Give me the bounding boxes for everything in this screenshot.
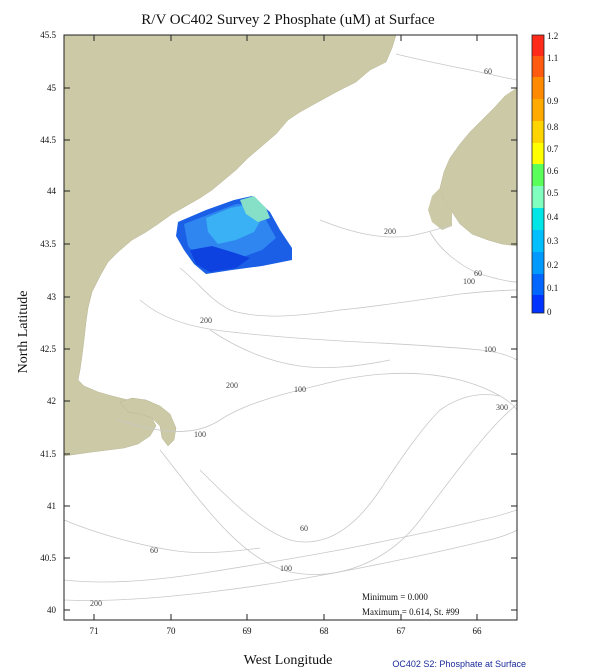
- colorbar-swatch: [532, 56, 544, 77]
- x-tick-label: 71: [90, 626, 99, 636]
- colorbar-label: 1: [547, 74, 552, 84]
- colorbar-label: 0.8: [547, 122, 559, 132]
- colorbar-swatch: [532, 143, 544, 164]
- y-tick-label: 43: [47, 292, 57, 302]
- stat-minimum: Minimum = 0.000: [362, 592, 428, 602]
- contour-label: 100: [294, 385, 306, 394]
- colorbar-label: 1.2: [547, 31, 558, 41]
- colorbar-label: 0.1: [547, 283, 558, 293]
- colorbar-label: 0: [547, 307, 552, 317]
- contour-label: 60: [150, 546, 158, 555]
- contour-200-gulf: [139, 299, 518, 361]
- colorbar-label: 1.1: [547, 53, 558, 63]
- y-tick-label: 42: [47, 396, 56, 406]
- y-axis-label: North Latitude: [16, 291, 31, 374]
- colorbar-swatch: [532, 99, 544, 121]
- colorbar-swatch: [532, 164, 544, 186]
- contour-label: 200: [200, 316, 212, 325]
- colorbar-swatch: [532, 230, 544, 252]
- contour-shelf-60: [63, 519, 261, 554]
- y-tick-label: 45.5: [40, 30, 56, 40]
- contour-100-outer: [117, 372, 518, 432]
- x-tick-label: 68: [320, 626, 330, 636]
- contour-label: 100: [484, 345, 496, 354]
- y-tick-label: 40.5: [40, 553, 56, 563]
- contour-scotian: [429, 231, 518, 283]
- colorbar-swatch: [532, 186, 544, 208]
- x-tick-marks: [93, 35, 478, 620]
- land-nova-scotia-tip: [428, 188, 452, 230]
- contour-shelf-100: [63, 509, 518, 583]
- contour-label-group: 60 200 60 100 200 100 200 100 300 100 60…: [90, 67, 508, 608]
- colorbar-label: 0.5: [547, 188, 559, 198]
- colorbar-swatch: [532, 121, 544, 143]
- colorbar-swatch: [532, 208, 544, 230]
- colorbar-swatch: [532, 35, 544, 56]
- colorbar-swatch: [532, 295, 544, 313]
- contour-100-coast: [179, 267, 518, 317]
- map-frame: [63, 34, 518, 621]
- colorbar-label: 0.3: [547, 236, 559, 246]
- contour-georges-outer: [159, 403, 518, 575]
- land-cape-cod: [119, 397, 177, 447]
- contour-label: 200: [90, 599, 102, 608]
- contour-shelf-200: [63, 529, 518, 601]
- y-tick-marks: [64, 34, 517, 611]
- y-tick-label: 44: [47, 186, 57, 196]
- contour-wilkinson: [209, 329, 391, 369]
- contour-label: 60: [484, 67, 492, 76]
- colorbar-swatch: [532, 274, 544, 295]
- stat-maximum: Maximum = 0.614, St. #99: [362, 607, 460, 617]
- contour-label: 60: [300, 524, 308, 533]
- map-title: R/V OC402 Survey 2 Phosphate (uM) at Sur…: [141, 12, 435, 28]
- x-axis-label: West Longitude: [244, 653, 333, 668]
- y-tick-label: 41.5: [40, 449, 56, 459]
- x-tick-label: 66: [473, 626, 483, 636]
- y-tick-label: 42.5: [40, 344, 56, 354]
- contour-60-north: [395, 53, 518, 81]
- footer-caption: OC402 S2: Phosphate at Surface: [392, 659, 526, 669]
- colorbar-frame: [531, 34, 545, 314]
- y-tick-label: 40: [47, 605, 57, 615]
- y-tick-label: 43.5: [40, 239, 56, 249]
- x-tick-label: 70: [167, 626, 177, 636]
- contour-label: 200: [226, 381, 238, 390]
- x-tick-label: 69: [243, 626, 253, 636]
- contour-label: 200: [384, 227, 396, 236]
- phosphate-patch-high: [240, 196, 270, 222]
- colorbar-label: 0.7: [547, 144, 559, 154]
- colorbar: 1.2 1.1 1 0.9 0.8 0.7 0.6 0.5 0.4 0.3 0.…: [531, 31, 559, 317]
- colorbar-label: 0.6: [547, 166, 559, 176]
- y-tick-label: 45: [47, 83, 57, 93]
- contour-label: 100: [280, 564, 292, 573]
- phosphate-field: [176, 196, 292, 274]
- x-tick-labels: 71 70 69 68 67 66: [90, 626, 483, 636]
- colorbar-label: 0.9: [547, 96, 559, 106]
- colorbar-swatch: [532, 252, 544, 274]
- contour-jordan: [319, 219, 451, 238]
- y-tick-label: 44.5: [40, 135, 56, 145]
- contour-label: 100: [194, 430, 206, 439]
- colorbar-label: 0.2: [547, 260, 558, 270]
- y-tick-label: 41: [47, 501, 56, 511]
- x-tick-label: 67: [397, 626, 407, 636]
- colorbar-label: 0.4: [547, 212, 559, 222]
- bathymetry-contours: [63, 53, 518, 601]
- phosphate-patch-low: [190, 246, 250, 272]
- contour-label: 300: [496, 403, 508, 412]
- colorbar-swatch: [532, 77, 544, 99]
- map-area: 60 200 60 100 200 100 200 100 300 100 60…: [40, 30, 518, 636]
- contour-georges-inner: [199, 394, 501, 543]
- y-tick-labels: 45.5 45 44.5 44 43.5 43 42.5 42 41.5 41 …: [40, 30, 56, 615]
- contour-label: 60: [474, 269, 482, 278]
- contour-label: 100: [463, 277, 475, 286]
